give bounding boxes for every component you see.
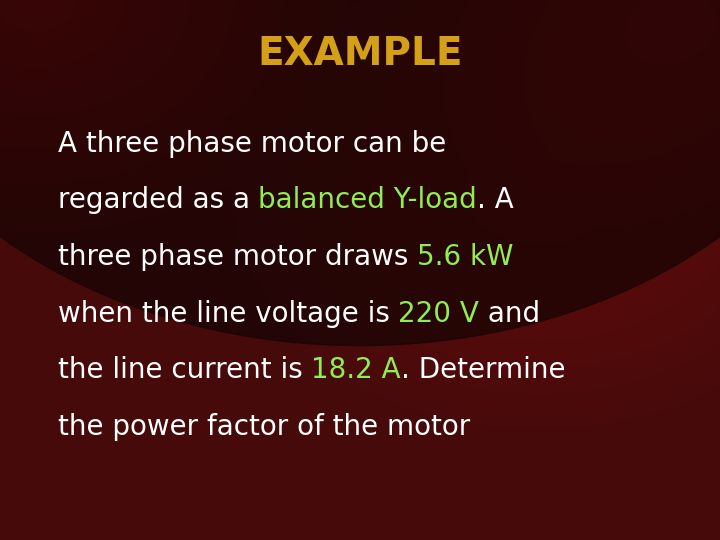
Text: A three phase motor can be: A three phase motor can be: [58, 130, 446, 158]
Text: . Determine: . Determine: [401, 356, 565, 384]
Text: three phase motor draws: three phase motor draws: [58, 243, 417, 271]
Text: 18.2 A: 18.2 A: [311, 356, 401, 384]
Text: the line current is: the line current is: [58, 356, 311, 384]
Text: regarded as a: regarded as a: [58, 186, 258, 214]
Text: balanced Y-load: balanced Y-load: [258, 186, 477, 214]
Text: 5.6 kW: 5.6 kW: [417, 243, 513, 271]
Text: and: and: [480, 300, 540, 328]
Polygon shape: [0, 0, 720, 346]
Text: the power factor of the motor: the power factor of the motor: [58, 413, 470, 441]
Text: EXAMPLE: EXAMPLE: [257, 35, 463, 73]
Text: when the line voltage is: when the line voltage is: [58, 300, 398, 328]
Text: 220 V: 220 V: [398, 300, 480, 328]
Text: . A: . A: [477, 186, 514, 214]
